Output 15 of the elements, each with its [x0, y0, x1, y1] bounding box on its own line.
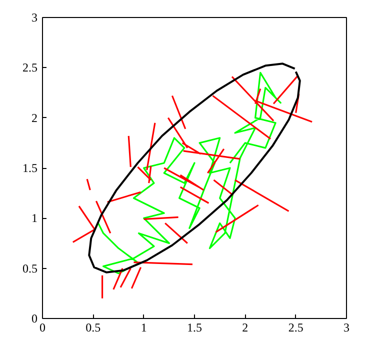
x-tick-label: 1 [140, 320, 147, 334]
y-tick-label: 0.5 [22, 261, 38, 276]
x-tick-label: 0.5 [86, 320, 101, 334]
y-tick-label: 2 [32, 110, 38, 125]
line-series [97, 72, 282, 274]
y-tick-label: 1 [32, 211, 38, 226]
y-tick-label: 1.5 [22, 161, 38, 175]
y-tick-label: 0 [32, 312, 38, 326]
y-tick-label: 3 [32, 10, 38, 24]
x-tick-label: 2 [242, 320, 248, 334]
x-tick-label: 2.5 [288, 320, 304, 334]
x-tick-label: 3 [344, 320, 350, 334]
line-series [88, 62, 301, 274]
x-tick-label: 1.5 [187, 320, 202, 334]
y-tick-label: 2.5 [22, 60, 38, 75]
